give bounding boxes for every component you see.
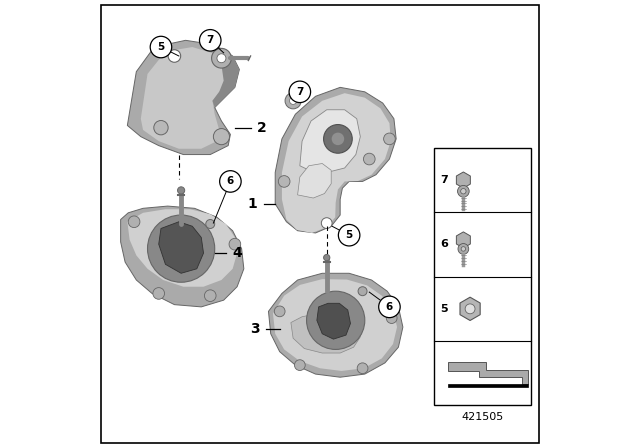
Circle shape bbox=[324, 125, 352, 153]
Polygon shape bbox=[212, 47, 239, 108]
Circle shape bbox=[357, 363, 368, 374]
Polygon shape bbox=[282, 93, 391, 233]
Polygon shape bbox=[298, 164, 332, 198]
Text: 4: 4 bbox=[232, 246, 243, 260]
Circle shape bbox=[153, 288, 164, 299]
Circle shape bbox=[364, 153, 375, 165]
Circle shape bbox=[229, 238, 241, 250]
Circle shape bbox=[154, 121, 168, 135]
Text: 6: 6 bbox=[227, 177, 234, 186]
Circle shape bbox=[289, 81, 310, 103]
Text: 7: 7 bbox=[440, 175, 448, 185]
Circle shape bbox=[168, 50, 180, 62]
Circle shape bbox=[220, 171, 241, 192]
Polygon shape bbox=[127, 40, 239, 155]
Circle shape bbox=[289, 97, 297, 104]
Polygon shape bbox=[120, 206, 244, 307]
Circle shape bbox=[324, 254, 330, 261]
Polygon shape bbox=[273, 279, 397, 371]
Bar bbox=[435, 148, 531, 405]
Text: 3: 3 bbox=[250, 322, 260, 336]
Circle shape bbox=[217, 54, 226, 63]
Polygon shape bbox=[291, 314, 360, 353]
Polygon shape bbox=[448, 384, 528, 387]
Text: 6: 6 bbox=[386, 302, 393, 312]
Circle shape bbox=[275, 306, 285, 317]
Text: 421505: 421505 bbox=[461, 412, 504, 422]
Circle shape bbox=[321, 218, 332, 228]
Circle shape bbox=[150, 36, 172, 58]
Polygon shape bbox=[460, 297, 480, 320]
Circle shape bbox=[379, 296, 400, 318]
Polygon shape bbox=[269, 273, 403, 377]
Polygon shape bbox=[275, 87, 396, 233]
Circle shape bbox=[278, 176, 290, 187]
Circle shape bbox=[458, 244, 468, 254]
Circle shape bbox=[285, 93, 301, 109]
Circle shape bbox=[461, 247, 466, 251]
Circle shape bbox=[206, 220, 214, 228]
Text: 5: 5 bbox=[157, 42, 164, 52]
Circle shape bbox=[213, 129, 230, 145]
Polygon shape bbox=[300, 110, 360, 172]
Circle shape bbox=[387, 313, 397, 323]
Text: 5: 5 bbox=[346, 230, 353, 240]
Circle shape bbox=[204, 290, 216, 302]
Text: 5: 5 bbox=[440, 304, 448, 314]
Circle shape bbox=[332, 133, 344, 145]
Circle shape bbox=[147, 215, 215, 282]
Circle shape bbox=[465, 304, 475, 314]
Polygon shape bbox=[448, 362, 528, 384]
Circle shape bbox=[128, 216, 140, 228]
Circle shape bbox=[461, 189, 466, 194]
Circle shape bbox=[339, 224, 360, 246]
Text: 7: 7 bbox=[296, 87, 303, 97]
Circle shape bbox=[358, 287, 367, 296]
Circle shape bbox=[200, 30, 221, 51]
Circle shape bbox=[177, 187, 185, 194]
Text: 7: 7 bbox=[207, 35, 214, 45]
Polygon shape bbox=[127, 209, 237, 287]
Polygon shape bbox=[141, 47, 228, 149]
Circle shape bbox=[383, 133, 396, 145]
Circle shape bbox=[212, 48, 231, 68]
Polygon shape bbox=[456, 172, 470, 188]
Text: 6: 6 bbox=[440, 239, 448, 250]
Text: 1: 1 bbox=[248, 197, 257, 211]
Polygon shape bbox=[159, 222, 204, 273]
Circle shape bbox=[307, 291, 365, 349]
Text: 2: 2 bbox=[257, 121, 267, 135]
Polygon shape bbox=[317, 303, 351, 339]
Polygon shape bbox=[456, 232, 470, 248]
Circle shape bbox=[458, 185, 469, 197]
Circle shape bbox=[294, 360, 305, 370]
